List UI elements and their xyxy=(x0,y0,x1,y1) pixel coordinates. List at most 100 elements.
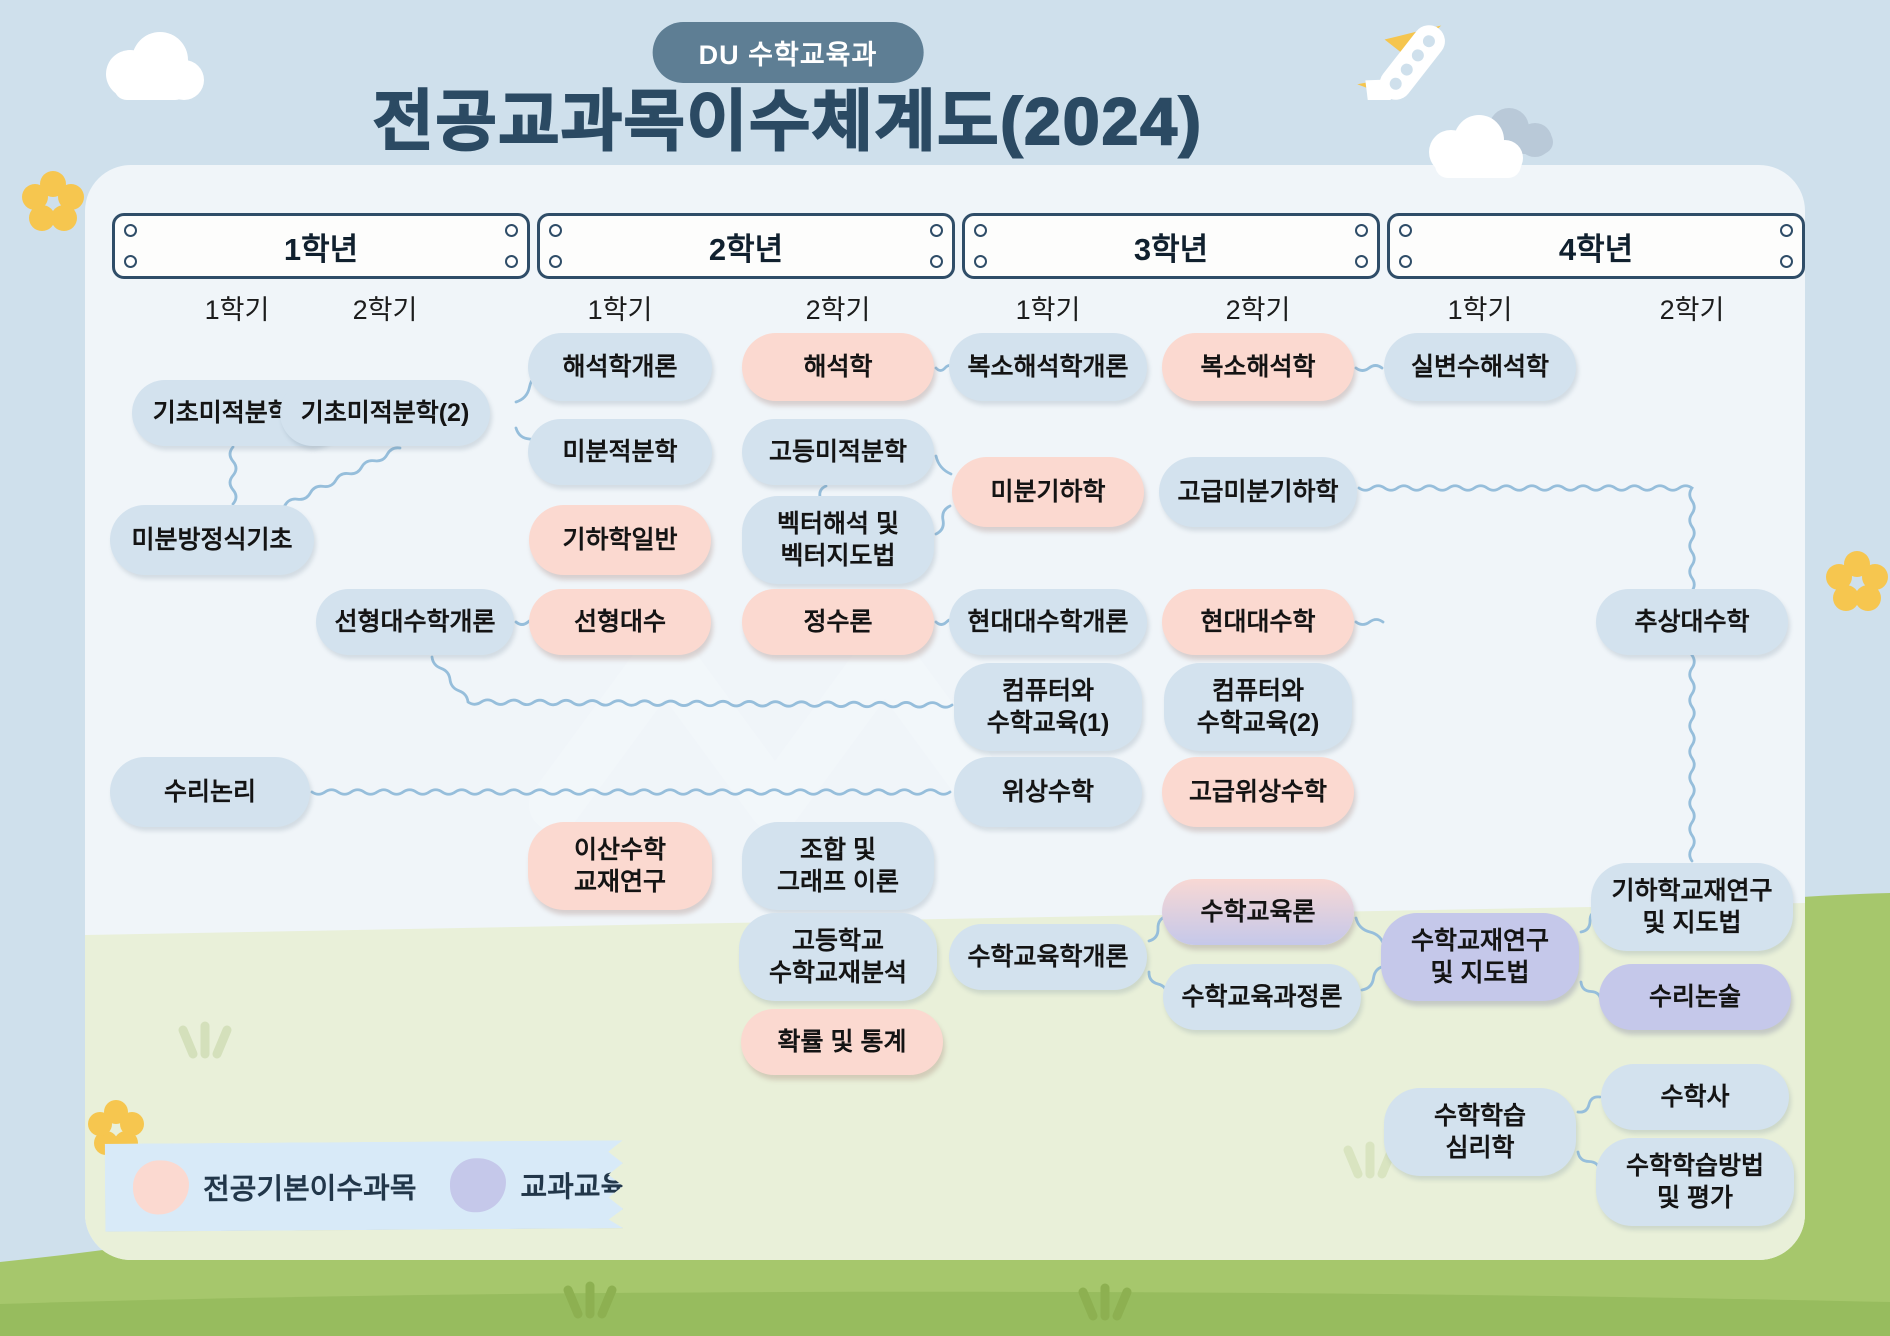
course-pill-number-theory: 정수론 xyxy=(742,589,934,655)
course-pill-modern-alg-intro: 현대대수학개론 xyxy=(949,589,1147,655)
corner-dot xyxy=(124,255,137,268)
corner-dot xyxy=(974,255,987,268)
course-pill-complex-intro: 복소해석학개론 xyxy=(949,333,1147,401)
course-label: 수학사 xyxy=(1660,1083,1730,1111)
course-label: 기초미적분학(2) xyxy=(300,399,470,427)
corner-dot xyxy=(930,224,943,237)
year-label: 3학년 xyxy=(1133,231,1209,267)
course-label: 확률 및 통계 xyxy=(777,1028,907,1056)
course-label: 및 지도법 xyxy=(1642,909,1742,937)
corner-dot xyxy=(1780,255,1793,268)
course-label: 해석학 xyxy=(803,353,873,381)
flower-icon xyxy=(1826,551,1888,611)
course-pill-textbook-teaching: 수학교재연구 및 지도법 xyxy=(1381,913,1579,1001)
course-pill-diff-geom: 미분기하학 xyxy=(952,457,1144,527)
page-title: 전공교과목이수체계도(2024) xyxy=(372,83,1203,159)
course-label: 컴퓨터와 xyxy=(1001,677,1094,705)
course-pill-modern-alg: 현대대수학 xyxy=(1162,589,1354,655)
course-label: 및 평가 xyxy=(1657,1184,1733,1212)
semester-label: 1학기 xyxy=(587,295,653,325)
legend-swatch xyxy=(133,1160,189,1214)
course-label: 교재연구 xyxy=(573,868,666,896)
paper-plane-icon xyxy=(1357,25,1445,101)
course-label: 미분적분학 xyxy=(562,438,678,466)
grass-spark-icon xyxy=(563,1281,617,1319)
course-label: 위상수학 xyxy=(1001,778,1094,806)
course-label: 복소해석학 xyxy=(1200,353,1316,381)
corner-dot xyxy=(549,224,562,237)
course-pill-analysis-intro: 해석학개론 xyxy=(528,333,712,401)
course-pill-discrete: 이산수학 교재연구 xyxy=(528,822,712,910)
course-label: 미분방정식기초 xyxy=(131,526,293,554)
year-label: 2학년 xyxy=(708,231,784,267)
year-label: 4학년 xyxy=(1558,231,1634,267)
course-label: 현대대수학개론 xyxy=(967,608,1129,636)
corner-dot xyxy=(1780,224,1793,237)
course-label: 선형대수 xyxy=(573,608,666,636)
course-pill-intro-calc2: 기초미적분학(2) xyxy=(280,380,490,446)
course-pill-hs-textbook: 고등학교 수학교재분석 xyxy=(739,913,937,1001)
course-label: 수리논술 xyxy=(1648,983,1741,1011)
course-label: 컴퓨터와 xyxy=(1211,677,1304,705)
course-pill-analysis: 해석학 xyxy=(742,333,934,401)
semester-label: 2학기 xyxy=(1659,295,1725,325)
course-pill-adv-topology: 고급위상수학 xyxy=(1162,757,1354,827)
year-header-2: 2학년 xyxy=(537,213,955,279)
course-pill-lin-alg-intro: 선형대수학개론 xyxy=(316,589,514,655)
course-label: 수리논리 xyxy=(163,778,256,806)
course-label: 선형대수학개론 xyxy=(334,608,496,636)
semester-label: 1학기 xyxy=(1447,295,1513,325)
course-pill-topology: 위상수학 xyxy=(954,757,1142,827)
course-label: 수학학습방법 xyxy=(1625,1152,1764,1180)
corner-dot xyxy=(1355,224,1368,237)
course-label: 수학교육(2) xyxy=(1196,709,1320,737)
year-header-3: 3학년 xyxy=(962,213,1380,279)
course-label: 고급미분기하학 xyxy=(1177,478,1339,506)
course-label: 기하학일반 xyxy=(562,526,678,554)
flower-icon xyxy=(22,171,84,231)
course-pill-geometry-general: 기하학일반 xyxy=(529,505,711,575)
course-label: 벡터해석 및 xyxy=(777,510,899,538)
course-label: 및 지도법 xyxy=(1430,959,1530,987)
corner-dot xyxy=(974,224,987,237)
course-pill-logic: 수리논리 xyxy=(110,757,310,827)
semester-label: 2학기 xyxy=(1225,295,1291,325)
course-label: 기하학교재연구 xyxy=(1611,877,1773,905)
course-pill-math-edu-intro: 수학교육학개론 xyxy=(949,924,1147,990)
legend-label: 전공기본이수과목 xyxy=(202,1172,417,1207)
course-label: 수학학습 xyxy=(1433,1102,1526,1130)
cloud-icon xyxy=(1429,108,1553,178)
course-label: 수학교육과정론 xyxy=(1181,983,1343,1011)
course-pill-complex: 복소해석학 xyxy=(1162,333,1354,401)
corner-dot xyxy=(1399,255,1412,268)
course-label: 심리학 xyxy=(1445,1134,1515,1162)
corner-dot xyxy=(505,224,518,237)
course-pill-math-curriculum: 수학교육과정론 xyxy=(1163,964,1361,1030)
semester-label: 2학기 xyxy=(352,295,418,325)
corner-dot xyxy=(549,255,562,268)
course-pill-adv-diff-geom: 고급미분기하학 xyxy=(1159,457,1357,527)
course-label: 고등학교 xyxy=(791,927,884,955)
course-label: 실변수해석학 xyxy=(1410,353,1549,381)
course-label: 조합 및 xyxy=(800,836,876,864)
course-label: 고급위상수학 xyxy=(1188,778,1327,806)
course-label: 복소해석학개론 xyxy=(967,353,1129,381)
course-label: 현대대수학 xyxy=(1200,608,1316,636)
course-label: 그래프 이론 xyxy=(777,868,899,896)
corner-dot xyxy=(505,255,518,268)
cloud-icon xyxy=(106,32,204,100)
course-label: 고등미적분학 xyxy=(768,438,907,466)
semester-label: 1학기 xyxy=(204,295,270,325)
semester-label: 2학기 xyxy=(805,295,871,325)
year-header-4: 4학년 xyxy=(1387,213,1805,279)
course-pill-abstract-alg: 추상대수학 xyxy=(1596,589,1788,655)
year-label: 1학년 xyxy=(283,231,359,267)
department-badge: DU 수학교육과 xyxy=(652,22,924,83)
course-label: 벡터지도법 xyxy=(780,542,896,570)
